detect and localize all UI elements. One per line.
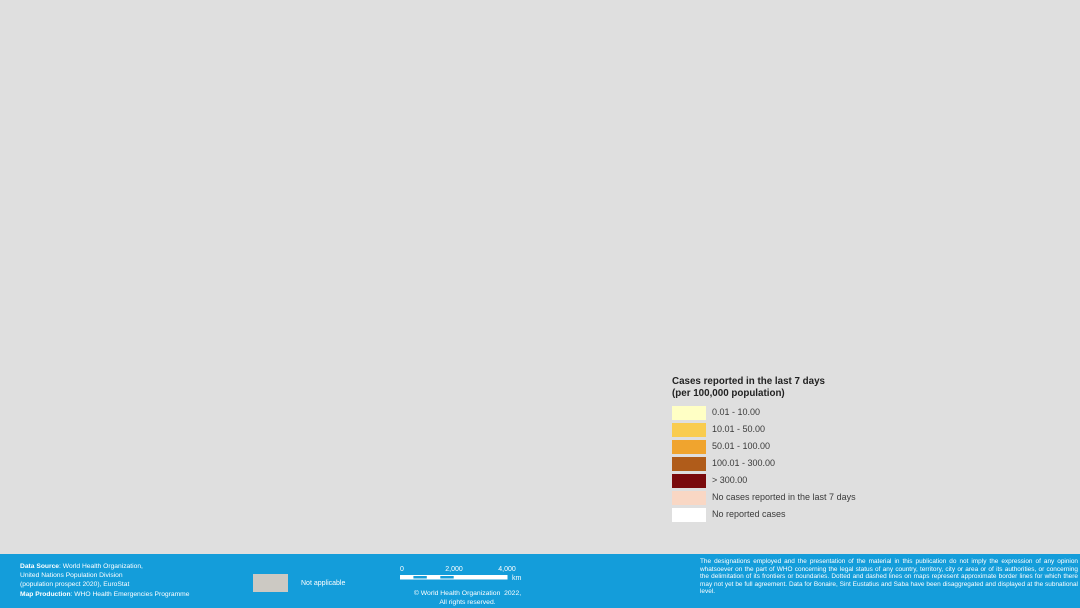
svg-text:4,000: 4,000	[498, 566, 516, 573]
svg-text:0: 0	[400, 566, 404, 573]
svg-text:2,000: 2,000	[445, 566, 463, 573]
svg-text:km: km	[512, 575, 522, 582]
